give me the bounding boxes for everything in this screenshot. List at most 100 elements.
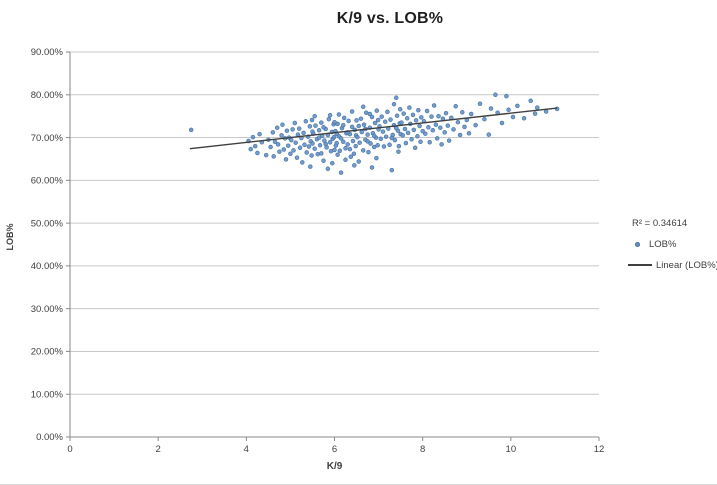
- scatter-point: [392, 137, 398, 143]
- scatter-point: [388, 117, 393, 122]
- scatter-point: [285, 143, 291, 148]
- scatter-point: [347, 146, 353, 152]
- scatter-point: [268, 144, 273, 150]
- scatter-point: [365, 139, 370, 144]
- scatter-point: [341, 115, 347, 121]
- scatter-point: [319, 151, 324, 156]
- scatter-point: [468, 111, 474, 117]
- scatter-point: [353, 143, 358, 149]
- scatter-point: [302, 142, 307, 148]
- scatter-point: [396, 149, 401, 154]
- scatter-point: [283, 157, 289, 162]
- scatter-point: [383, 134, 389, 139]
- scatter-point: [387, 142, 392, 148]
- scatter-point: [412, 145, 418, 151]
- scatter-point: [493, 92, 498, 98]
- scatter-point: [375, 117, 381, 123]
- scatter-point: [330, 160, 335, 166]
- scatter-point: [443, 110, 449, 116]
- scatter-point: [345, 142, 350, 147]
- y-tick-label: 40.00%: [31, 261, 64, 272]
- legend-trend-row: Linear (LOB%): [628, 258, 717, 272]
- scatter-point: [436, 113, 441, 119]
- scatter-point: [400, 133, 406, 138]
- legend-series-row: LOB%: [628, 237, 717, 251]
- x-tick-label: 6: [332, 444, 337, 455]
- scatter-point: [420, 128, 425, 134]
- scatter-point: [280, 122, 285, 127]
- scatter-point: [288, 151, 293, 157]
- scatter-point: [404, 116, 410, 121]
- scatter-point: [275, 142, 281, 147]
- scatter-point: [313, 123, 318, 128]
- scatter-point: [418, 139, 423, 145]
- scatter-point: [393, 95, 399, 101]
- scatter-point: [294, 155, 300, 160]
- scatter-point: [304, 150, 309, 155]
- scatter-point: [351, 151, 357, 157]
- scatter-point: [389, 135, 395, 141]
- y-axis-title: LOB%: [5, 223, 15, 251]
- scatter-point: [368, 141, 373, 146]
- scatter-point: [506, 107, 511, 113]
- scatter-point: [374, 108, 380, 113]
- scatter-point: [415, 134, 420, 139]
- scatter-point: [312, 146, 317, 151]
- scatter-point: [499, 120, 505, 126]
- scatter-point: [417, 123, 422, 129]
- scatter-point: [528, 98, 533, 104]
- scatter-point: [375, 143, 380, 148]
- scatter-point: [411, 127, 417, 133]
- scatter-point: [346, 118, 351, 124]
- scatter-point: [385, 109, 390, 115]
- scatter-point: [451, 127, 456, 132]
- scatter-point: [460, 110, 465, 115]
- scatter-point: [410, 112, 416, 118]
- scatter-point: [289, 137, 294, 143]
- scatter-point: [335, 152, 340, 157]
- scatter-marker-icon: [635, 241, 640, 247]
- scatter-point: [263, 152, 269, 158]
- scatter-point: [378, 136, 384, 142]
- scatter-point: [357, 140, 362, 145]
- x-tick-label: 4: [244, 444, 249, 455]
- scatter-point: [290, 127, 295, 132]
- scatter-point: [321, 158, 326, 163]
- scatter-point: [374, 155, 379, 161]
- scatter-point: [356, 123, 361, 129]
- scatter-point: [354, 118, 359, 123]
- scatter-point: [407, 105, 412, 110]
- scatter-point: [307, 124, 313, 129]
- scatter-point: [413, 118, 419, 123]
- scatter-point: [482, 116, 487, 122]
- scatter-point: [332, 147, 337, 153]
- scatter-point: [453, 104, 458, 109]
- scatter-point: [343, 157, 348, 163]
- scatter-point: [315, 151, 320, 157]
- scatter-point: [466, 131, 472, 136]
- scatter-point: [327, 113, 333, 118]
- scatter-point: [252, 143, 258, 149]
- scatter-point: [457, 132, 463, 138]
- trendline: [189, 107, 558, 150]
- scatter-point: [284, 128, 290, 133]
- scatter-point: [292, 120, 298, 126]
- legend-r-squared-row: R² = 0.34614: [628, 216, 717, 230]
- y-tick-label: 80.00%: [31, 90, 64, 101]
- scatter-point: [367, 111, 373, 117]
- scatter-point: [336, 112, 342, 117]
- scatter-point: [279, 133, 284, 138]
- y-tick-label: 60.00%: [31, 176, 64, 187]
- scatter-point: [504, 93, 509, 99]
- scatter-point: [271, 154, 276, 159]
- scatter-point: [372, 120, 378, 126]
- scatter-point: [379, 114, 384, 119]
- scatter-point: [326, 116, 332, 122]
- scatter-point: [312, 113, 317, 119]
- scatter-point: [321, 125, 326, 130]
- scatter-point: [430, 128, 436, 133]
- scatter-point: [333, 143, 339, 148]
- scatter-point: [360, 104, 366, 110]
- scatter-point: [393, 125, 399, 131]
